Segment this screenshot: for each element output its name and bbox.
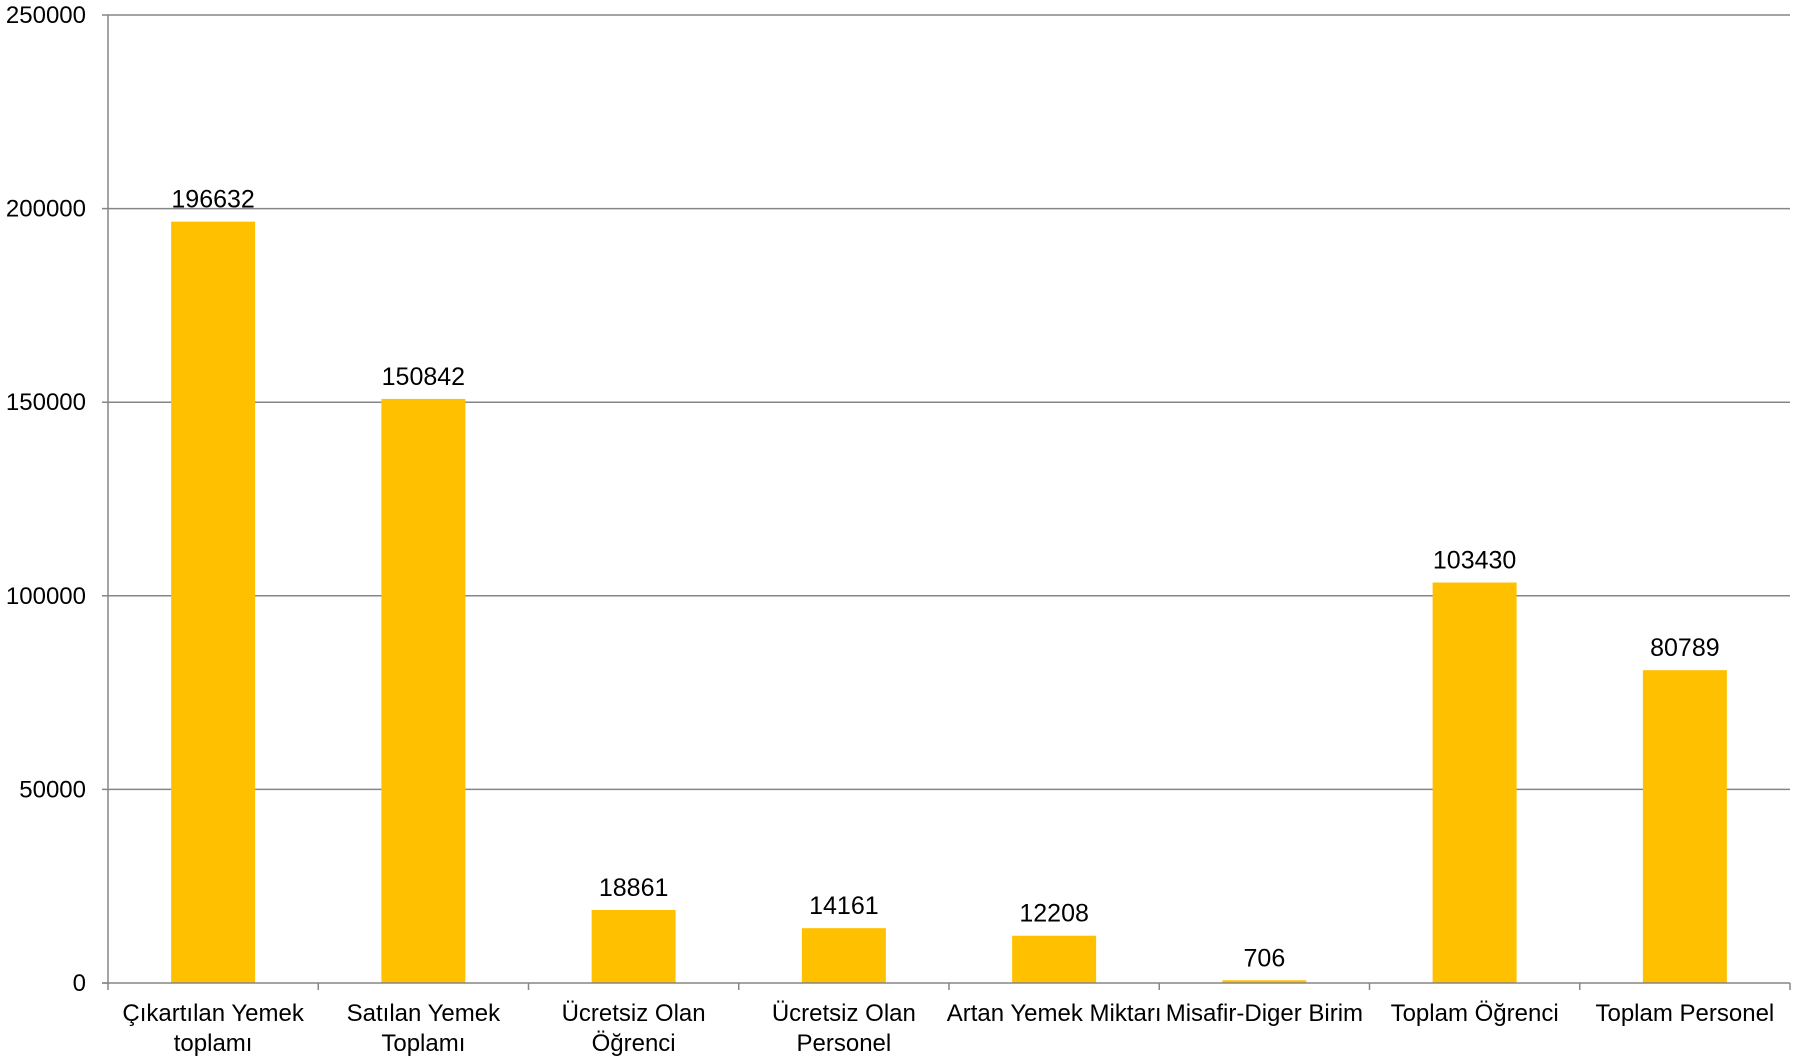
data-label: 18861 [599,874,669,902]
x-tick-label: Toplam Personel [1595,1000,1774,1027]
x-tick-label: Misafir-Diger Birim [1166,1000,1363,1027]
x-tick-label: Satılan Yemek Toplamı [347,1000,501,1057]
x-tick-label-line: Artan Yemek Miktarı [947,1000,1162,1027]
y-tick-label: 100000 [6,583,86,610]
y-tick-label: 150000 [6,389,86,416]
data-label: 12208 [1019,900,1089,928]
x-tick-label: Toplam Öğrenci [1391,1000,1559,1027]
data-label: 706 [1244,944,1286,972]
x-tick-label: Ücretsiz Olan Öğrenci [562,1000,706,1057]
data-label: 150842 [382,363,465,391]
x-tick-label-line: Satılan Yemek [347,1000,501,1027]
x-tick-label-line: Toplamı [381,1030,465,1057]
x-tick-label-line: Ücretsiz Olan [772,1000,916,1027]
x-tick-label: Ücretsiz Olan Personel [772,1000,916,1057]
bars [171,221,1727,984]
bar [591,909,676,983]
y-tick-label: 250000 [6,2,86,29]
x-tick-labels: Çıkartılan Yemek toplamı Satılan Yemek Topl… [122,1000,1774,1057]
y-tick-labels: 0 50000 100000 150000 200000 250000 [6,2,86,997]
bar [1012,935,1097,983]
bar [381,398,466,983]
x-tick-label-line: Öğrenci [592,1030,676,1057]
bar [1432,582,1517,983]
x-tick-label-line: Çıkartılan Yemek [122,1000,304,1027]
x-tick-label: Artan Yemek Miktarı [947,1000,1162,1027]
data-label: 14161 [809,892,879,920]
y-tick-label: 50000 [19,776,86,803]
bar [801,928,886,983]
x-tick-label-line: Ücretsiz Olan [562,1000,706,1027]
x-tick-label-line: Toplam Öğrenci [1391,1000,1559,1027]
x-tick-label: Çıkartılan Yemek toplamı [122,1000,304,1057]
data-labels: 196632 150842 18861 14161 12208 706 103430 8078… [171,186,1719,973]
bar [1222,980,1307,983]
x-tick-label-line: Toplam Personel [1595,1000,1774,1027]
bar [171,221,256,984]
axes [102,14,1791,990]
x-tick-label-line: toplamı [174,1030,253,1057]
x-tick-label-line: Personel [797,1030,892,1057]
data-label: 103430 [1433,547,1516,575]
gridlines [108,14,1790,791]
data-label: 196632 [171,186,254,214]
y-tick-label: 0 [73,970,86,997]
bar [1642,670,1727,983]
x-tick-label-line: Misafir-Diger Birim [1166,1000,1363,1027]
y-tick-label: 200000 [6,196,86,223]
data-label: 80789 [1650,634,1720,662]
